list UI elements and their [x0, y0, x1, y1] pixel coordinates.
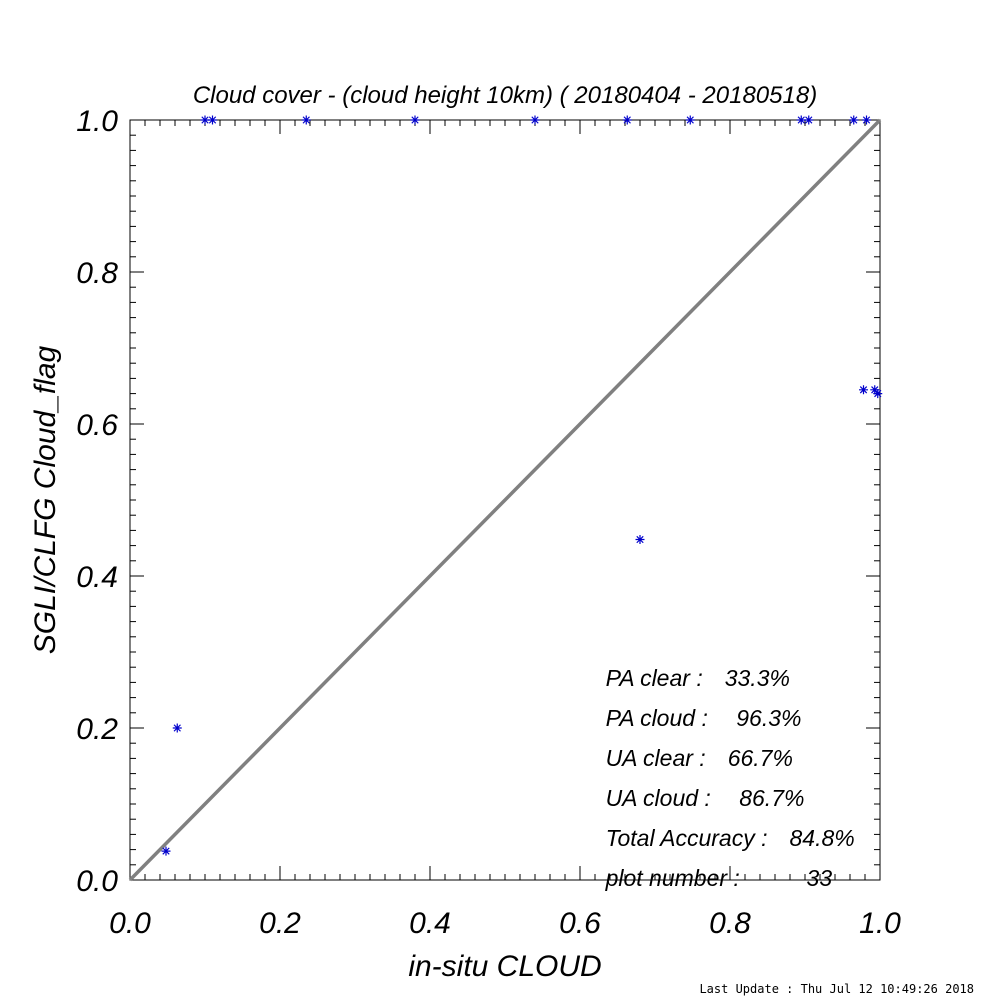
data-point: [161, 846, 171, 856]
stat-ua-clear: UA clear : 66.7%: [580, 704, 855, 771]
data-point: [208, 115, 217, 125]
y-tick-label: 0.2: [76, 713, 118, 746]
y-tick-label: 0.4: [76, 561, 118, 594]
stat-label: PA clear :: [605, 665, 703, 691]
data-point: [870, 385, 880, 395]
stat-label: Total Accuracy :: [605, 825, 768, 851]
x-tick-label: 0.0: [109, 907, 151, 940]
y-tick-label: 0.0: [76, 865, 118, 898]
stat-value: 66.7%: [727, 745, 793, 771]
data-point: [796, 115, 806, 125]
stat-value: 84.8%: [789, 825, 855, 851]
data-point: [622, 115, 632, 125]
one-to-one-line: [128, 118, 882, 882]
stat-value: 96.3%: [729, 705, 802, 731]
data-point: [635, 535, 645, 545]
data-point: [410, 115, 420, 125]
tick-labels-group: 0.0 0.2 0.4 0.6 0.8 1.0 0.0 0.2 0.4 0.6 0.8 1.0: [76, 105, 901, 940]
data-point: [685, 115, 695, 125]
last-update-text: Last Update : Thu Jul 12 10:49:26 2018: [699, 982, 974, 996]
data-point: [804, 115, 814, 125]
stat-label: PA cloud :: [605, 705, 708, 731]
y-tick-label: 0.6: [76, 409, 118, 442]
x-tick-label: 0.2: [259, 907, 301, 940]
x-axis-label: in-situ CLOUD: [408, 950, 602, 983]
y-axis-label: SGLI/CLFG Cloud_flag: [29, 345, 62, 655]
stat-label: UA clear :: [605, 745, 706, 771]
stat-label: UA cloud :: [605, 785, 711, 811]
stat-label: plot number :: [605, 865, 740, 891]
data-points-group: [161, 115, 883, 856]
x-tick-label: 0.4: [409, 907, 451, 940]
data-point: [200, 115, 210, 125]
reference-line-group: [128, 118, 882, 882]
chart-title: Cloud cover - (cloud height 10km) ( 2018…: [192, 82, 818, 109]
data-point: [849, 115, 859, 125]
data-point: [530, 115, 540, 125]
stat-value: 33: [761, 865, 833, 891]
stat-pa-clear: PA clear : 33.3%: [580, 624, 855, 691]
x-tick-label: 1.0: [859, 907, 901, 940]
y-tick-label: 0.8: [76, 257, 118, 290]
x-tick-label: 0.8: [709, 907, 751, 940]
stat-value: 86.7%: [732, 785, 805, 811]
data-point: [873, 389, 883, 399]
data-point: [862, 115, 871, 125]
stat-plot-number: plot number : 33: [580, 824, 855, 891]
data-point: [301, 115, 311, 125]
stat-value: 33.3%: [724, 665, 790, 691]
stat-ua-cloud: UA cloud : 86.7%: [580, 744, 855, 811]
data-point: [859, 385, 868, 395]
data-point: [172, 723, 182, 733]
accuracy-stats-panel: PA clear : 33.3% PA cloud : 96.3% UA clea…: [580, 624, 855, 891]
y-tick-label: 1.0: [76, 105, 118, 138]
x-tick-label: 0.6: [559, 907, 601, 940]
stat-total-accuracy: Total Accuracy : 84.8%: [580, 784, 855, 851]
stat-pa-cloud: PA cloud : 96.3%: [580, 664, 855, 731]
